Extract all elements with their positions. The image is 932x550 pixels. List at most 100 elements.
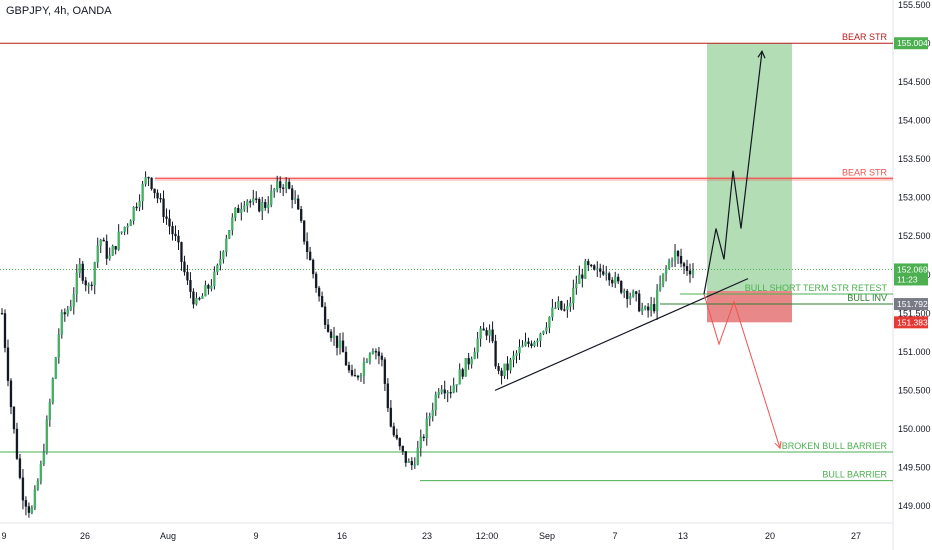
stop-zone	[707, 290, 792, 323]
candle-body	[183, 261, 186, 273]
candle-body	[338, 340, 342, 348]
candle-body	[518, 346, 521, 354]
candle-body	[419, 436, 422, 449]
candle-body	[129, 220, 132, 227]
candle-body	[329, 331, 333, 338]
time-tick: 12:00	[476, 531, 499, 541]
candle-body	[422, 436, 425, 439]
candle-body	[24, 500, 28, 507]
candle-body	[512, 355, 515, 360]
candle-body	[228, 230, 231, 239]
candle-body	[476, 338, 479, 353]
time-axis[interactable]: 9 26 Aug 9 16 23 12:00 Sep 7 13 20 27	[1, 531, 861, 541]
candle-body	[533, 342, 536, 347]
candle-body	[359, 375, 363, 378]
price-tick: 149.000	[898, 501, 931, 511]
candle-body	[165, 216, 168, 219]
candle-body	[437, 392, 440, 395]
candle-body	[685, 266, 689, 271]
candle-body	[673, 251, 677, 261]
candle-body	[231, 217, 234, 231]
candle-body	[42, 452, 46, 465]
candle-body	[255, 198, 258, 200]
time-tick: 23	[422, 531, 432, 541]
candle-body	[54, 357, 57, 379]
candle-body	[539, 333, 542, 341]
time-tick: Sep	[539, 531, 555, 541]
level-label: BULL INV	[847, 293, 887, 303]
candle-body	[39, 463, 43, 482]
time-tick: 13	[678, 531, 688, 541]
trendline	[494, 278, 749, 391]
candle-body	[180, 242, 183, 262]
candle-body	[649, 304, 653, 311]
candle-body	[288, 181, 291, 189]
candle-body	[467, 358, 470, 365]
time-tick: 27	[851, 531, 861, 541]
candle-body	[168, 218, 171, 227]
candle-body	[682, 263, 686, 267]
candle-body	[646, 306, 650, 311]
candle-body	[299, 209, 303, 221]
candle-body	[216, 265, 219, 272]
candle-body	[305, 241, 309, 253]
candle-body	[446, 392, 449, 394]
price-tick: 150.500	[898, 385, 931, 395]
candle-body	[629, 296, 632, 300]
candle-body	[632, 291, 635, 297]
candle-body	[60, 312, 63, 335]
candle-body	[111, 246, 114, 256]
candle-body	[566, 306, 569, 310]
candle-body	[461, 369, 464, 377]
candle-body	[605, 273, 608, 275]
candle-body	[545, 327, 548, 332]
candle-body	[638, 293, 641, 312]
candle-body	[383, 359, 387, 384]
candle-body	[431, 409, 434, 417]
candle-body	[150, 177, 153, 190]
candle-body	[536, 340, 539, 343]
candle-body	[15, 428, 19, 459]
candle-body	[371, 351, 375, 354]
candle-body	[623, 290, 626, 293]
candle-body	[578, 274, 581, 284]
candle-body	[57, 334, 60, 358]
candle-body	[243, 205, 246, 210]
candle-body	[658, 283, 662, 291]
candle-body	[6, 347, 10, 381]
bull-arrowhead	[757, 49, 766, 59]
candle-body	[365, 361, 369, 363]
candle-body	[120, 231, 123, 233]
candle-body	[599, 268, 602, 272]
candle-body	[500, 370, 503, 377]
candle-body	[380, 355, 384, 360]
candle-body	[3, 313, 7, 348]
candle-body	[464, 358, 467, 377]
price-tick: 154.500	[898, 77, 931, 87]
candle-body	[317, 287, 321, 297]
price-axis[interactable]: 155.500155.000154.500154.000153.500153.0…	[898, 0, 931, 511]
candle-body	[198, 298, 201, 300]
candle-body	[0, 313, 4, 315]
candle-body	[452, 385, 455, 393]
current-price-badge-bg	[894, 263, 928, 286]
candle-body	[509, 359, 512, 371]
candle-body	[410, 461, 413, 466]
price-tick: 151.500	[898, 308, 931, 318]
candle-body	[557, 301, 560, 308]
candle-body	[171, 226, 174, 235]
price-tick: 154.000	[898, 116, 931, 126]
candle-body	[138, 201, 141, 208]
candle-body	[123, 226, 126, 232]
candle-body	[620, 281, 623, 293]
candle-body	[455, 384, 458, 386]
candle-body	[563, 309, 566, 311]
candle-body	[225, 238, 228, 252]
candle-body	[655, 289, 659, 312]
candle-body	[581, 274, 584, 279]
candle-body	[30, 507, 34, 513]
candle-body	[590, 264, 593, 267]
candle-body	[353, 375, 357, 377]
